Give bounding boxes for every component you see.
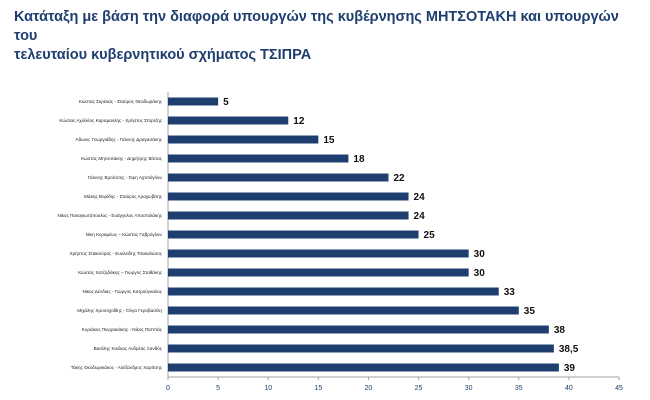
category-label: Μιχάλης Χρυσοχοΐδης - Όλγα Γεροβασίλη bbox=[77, 307, 162, 313]
category-label: Τάκης Θεοδωρικάκος - Αλέξανδρος Χαρίτσης bbox=[71, 364, 163, 371]
data-label: 35 bbox=[524, 306, 536, 317]
category-label: Κυριάκος Πιερρακάκης - Νίκος Παππάς bbox=[82, 326, 163, 332]
bar bbox=[168, 249, 469, 258]
x-tick-label: 35 bbox=[515, 385, 523, 392]
chart-title: Κατάταξη με βάση την διαφορά υπουργών τη… bbox=[14, 8, 644, 65]
bar bbox=[168, 287, 499, 296]
x-tick-label: 25 bbox=[415, 385, 423, 392]
bar bbox=[168, 325, 549, 334]
x-tick-label: 10 bbox=[264, 385, 272, 392]
data-label: 18 bbox=[353, 154, 365, 165]
category-label: Γιάννης Βρούτσης - Έφη Αχτσιόγλου bbox=[88, 174, 163, 180]
bar bbox=[168, 268, 469, 277]
x-tick-label: 15 bbox=[314, 385, 322, 392]
data-label: 38,5 bbox=[559, 344, 579, 355]
x-tick-label: 20 bbox=[365, 385, 373, 392]
x-tick-label: 30 bbox=[465, 385, 473, 392]
category-label: Κώστας Χατζηδάκης – Γιώργος Σταθάκης bbox=[78, 269, 163, 276]
data-label: 33 bbox=[504, 287, 516, 298]
data-label: 30 bbox=[474, 249, 486, 260]
x-tick-label: 40 bbox=[565, 385, 573, 392]
bar bbox=[168, 97, 219, 106]
bar bbox=[168, 135, 319, 144]
data-label: 15 bbox=[323, 135, 335, 146]
bar bbox=[168, 344, 554, 353]
data-label: 5 bbox=[223, 97, 229, 108]
category-label: Χρήστος Σταϊκούρας - Ευκλείδης Τσακαλώτο… bbox=[70, 250, 163, 256]
bar bbox=[168, 116, 289, 125]
category-label: Νίκος Δένδιας - Γιώργος Κατρούγκαλος bbox=[82, 288, 162, 294]
chart-title-line-1: Κατάταξη με βάση την διαφορά υπουργών τη… bbox=[14, 9, 619, 44]
data-label: 25 bbox=[424, 230, 436, 241]
data-label: 12 bbox=[293, 116, 305, 127]
x-tick-label: 5 bbox=[216, 385, 220, 392]
bar bbox=[168, 306, 519, 315]
category-label: Άδωνις Γεωργιάδης - Γιάννης Δραγασάκης bbox=[76, 136, 163, 142]
bar bbox=[168, 154, 349, 163]
bar bbox=[168, 192, 409, 201]
bar bbox=[168, 230, 419, 239]
category-label: Κώστας Μητσοτάκης - Δημήτρης Βίτσας bbox=[81, 155, 163, 161]
category-label: Βασίλης Κικίλιας Ανδρέας Ξανθός bbox=[94, 345, 163, 351]
chart-title-line-2: τελευταίου κυβερνητικού σχήματος ΤΣΙΠΡΑ bbox=[14, 47, 312, 63]
bar bbox=[168, 173, 389, 182]
data-label: 24 bbox=[414, 211, 426, 222]
category-label: Νίκη Κεραμέως – Κώστας Γαβρόγλου bbox=[86, 231, 163, 237]
data-label: 30 bbox=[474, 268, 486, 279]
x-tick-label: 45 bbox=[615, 385, 623, 392]
data-label: 39 bbox=[564, 363, 576, 374]
bar bbox=[168, 211, 409, 220]
data-label: 24 bbox=[414, 192, 426, 203]
category-label: Νίκος Παναγιωτόπουλος - Ευάγγελος Αποστο… bbox=[57, 212, 162, 218]
bar bbox=[168, 363, 559, 372]
x-tick-label: 0 bbox=[166, 385, 170, 392]
category-label: Κώστας Αχιλλέας Καραμανλής - Χρήστος Σπί… bbox=[59, 117, 162, 124]
data-label: 22 bbox=[393, 173, 405, 184]
category-label: Μάκης Βορίδης - Σταύρος Αραχωβίτης bbox=[84, 193, 163, 199]
data-label: 38 bbox=[554, 325, 566, 336]
category-label: Κώστας Σκρέκας - Σταύρος Θεοδωράκης bbox=[79, 98, 163, 104]
